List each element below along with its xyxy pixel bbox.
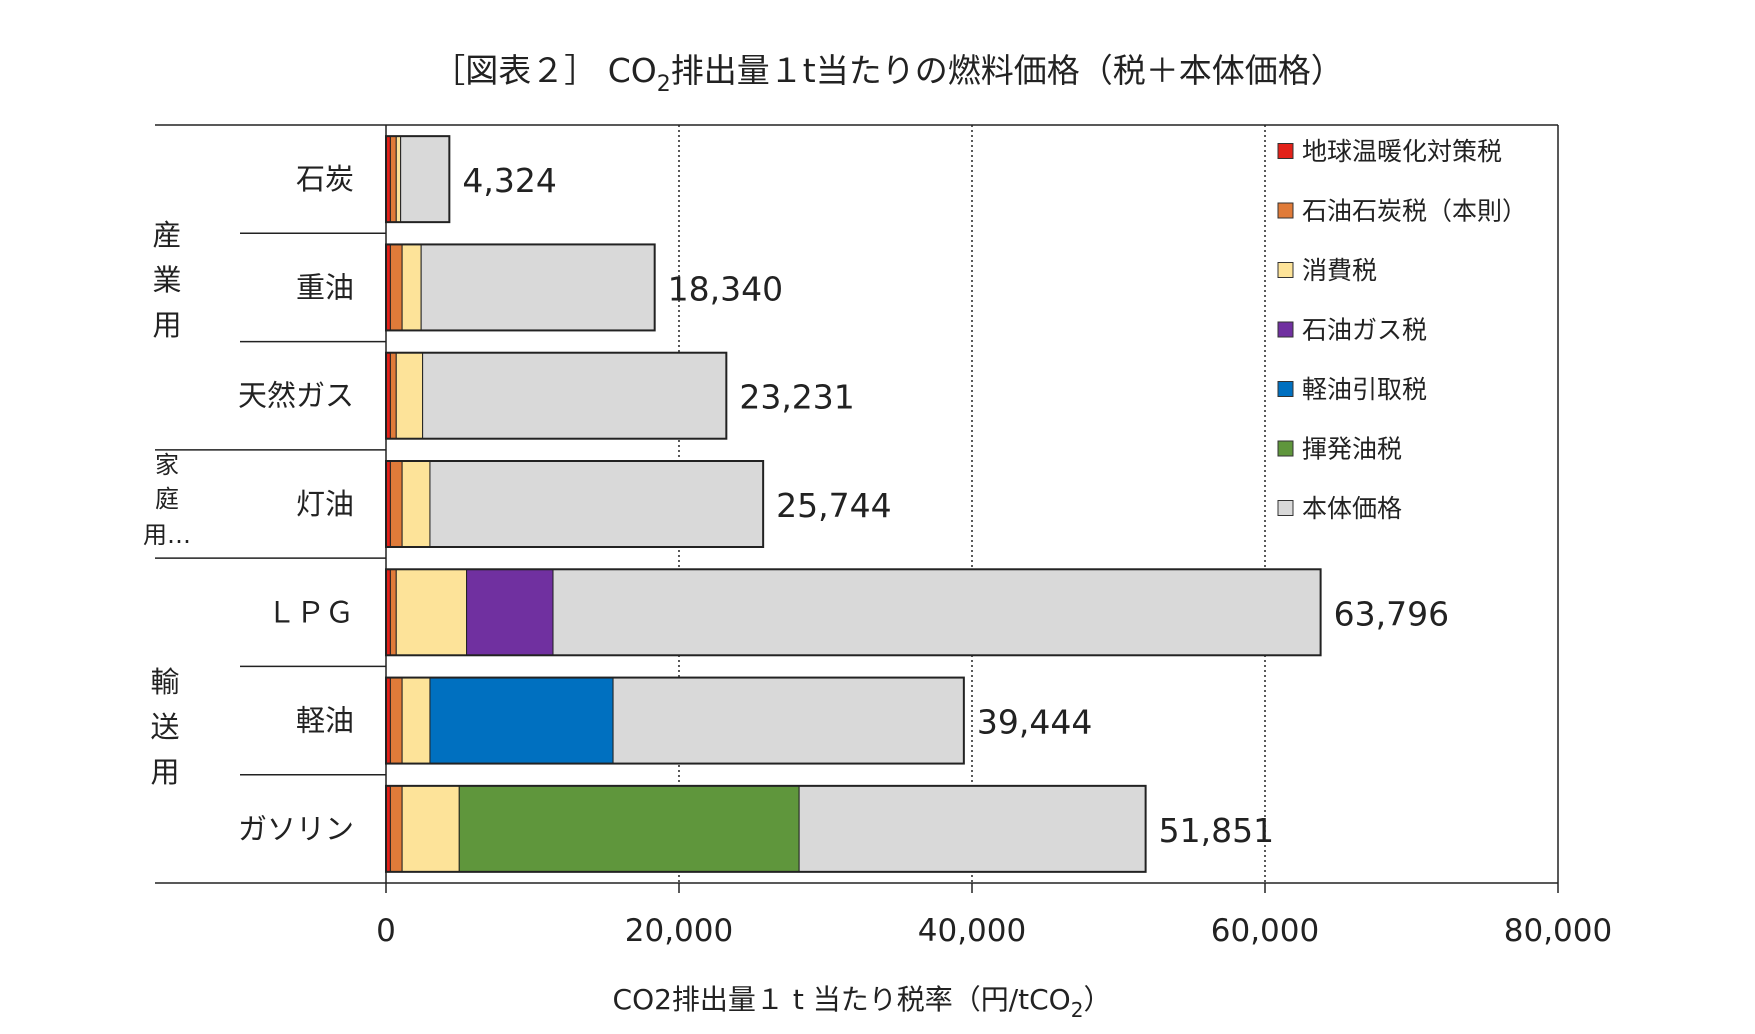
- category-label-4: ＬＰＧ: [267, 595, 354, 629]
- legend-swatch-5: [1277, 440, 1294, 457]
- bar-total-label-1: 18,340: [668, 269, 783, 308]
- legend-swatch-4: [1277, 381, 1294, 397]
- legend-label-5: 揮発油税: [1302, 435, 1402, 464]
- group-label-1-0: 家: [155, 451, 179, 479]
- group-label-1-2: 用…: [143, 521, 191, 549]
- bar-outline-5: [385, 676, 965, 765]
- bar-segment-4-1: [389, 568, 397, 656]
- legend-label-6: 本体価格: [1302, 494, 1402, 523]
- bar-segment-3-6: [429, 460, 764, 548]
- bar-segment-6-1: [389, 785, 403, 873]
- category-label-0: 石炭: [296, 162, 354, 196]
- category-label-2: 天然ガス: [238, 379, 354, 413]
- category-label-1: 重油: [296, 270, 354, 304]
- bar-segment-4-3: [466, 568, 554, 656]
- bar-outline-1: [385, 243, 656, 332]
- legend-swatch-1: [1277, 202, 1294, 219]
- group-label-2-2: 用: [150, 755, 179, 789]
- bar-segment-0-2: [395, 135, 402, 223]
- bar-outline-4: [385, 568, 1322, 657]
- x-tick-label-2: 40,000: [918, 913, 1026, 949]
- bar-segment-5-6: [612, 677, 965, 765]
- bar-segment-1-1: [389, 243, 403, 331]
- bar-total-label-6: 51,851: [1159, 811, 1274, 850]
- legend-swatch-6: [1277, 500, 1294, 516]
- bar-total-label-0: 4,324: [462, 161, 556, 200]
- group-label-2-0: 輸: [150, 665, 179, 699]
- legend-swatch-2: [1277, 262, 1294, 278]
- bar-total-label-2: 23,231: [739, 378, 854, 417]
- x-axis-title: CO2排出量１ t 当たり税率（円/tCO2）: [613, 983, 1112, 1022]
- bar-segment-6-5: [458, 785, 800, 873]
- category-label-5: 軽油: [296, 704, 354, 738]
- category-label-3: 灯油: [296, 487, 354, 521]
- legend-swatch-3: [1277, 321, 1294, 338]
- group-label-1-1: 庭: [155, 485, 179, 513]
- bar-segment-4-2: [395, 568, 468, 656]
- bar-outline-6: [385, 784, 1147, 873]
- bar-segment-1-2: [401, 243, 422, 331]
- plot-area: 0 20,000 40,000 60,000 80,000 4,324 石炭 18,340 重油…: [143, 124, 1612, 949]
- category-label-6: ガソリン: [238, 812, 354, 846]
- x-tick-label-4: 80,000: [1504, 913, 1612, 949]
- group-label-0-1: 業: [152, 263, 181, 297]
- x-tick-label-0: 0: [376, 913, 396, 949]
- bar-segment-2-1: [389, 352, 397, 440]
- bar-total-label-3: 25,744: [776, 486, 891, 525]
- bar-segment-0-1: [389, 135, 397, 223]
- bar-segment-1-6: [420, 243, 656, 331]
- group-label-0-2: 用: [152, 308, 181, 342]
- bar-outline-0: [385, 135, 451, 224]
- bar-segment-3-2: [401, 460, 431, 548]
- bar-outline-3: [385, 460, 765, 548]
- x-tick-label-3: 60,000: [1211, 913, 1319, 949]
- bar-segment-5-2: [401, 677, 431, 765]
- bar-segment-3-1: [389, 460, 403, 548]
- bar-segment-2-2: [395, 352, 424, 440]
- bar-segment-5-1: [389, 677, 403, 765]
- legend-swatch-0: [1277, 143, 1294, 159]
- chart-title: ［図表２］ CO2排出量１t当たりの燃料価格（税＋本体価格）: [432, 51, 1343, 97]
- legend-label-4: 軽油引取税: [1302, 375, 1427, 404]
- bar-segment-6-2: [401, 785, 460, 873]
- legend-label-1: 石油石炭税（本則）: [1302, 197, 1527, 226]
- bar-segment-0-6: [400, 135, 450, 223]
- bar-segment-5-4: [429, 677, 614, 765]
- bar-total-label-4: 63,796: [1334, 594, 1449, 633]
- bar-segment-6-6: [798, 785, 1147, 873]
- legend-label-2: 消費税: [1302, 256, 1377, 285]
- group-label-2-1: 送: [150, 710, 179, 744]
- x-tick-label-1: 20,000: [625, 913, 733, 949]
- bar-total-label-5: 39,444: [977, 703, 1092, 742]
- group-label-0-0: 産: [152, 218, 181, 252]
- bar-outline-2: [385, 351, 728, 440]
- legend-label-0: 地球温暖化対策税: [1302, 137, 1502, 166]
- bar-segment-4-6: [552, 568, 1322, 656]
- bar-segment-2-6: [422, 352, 727, 440]
- legend-label-3: 石油ガス税: [1302, 316, 1427, 345]
